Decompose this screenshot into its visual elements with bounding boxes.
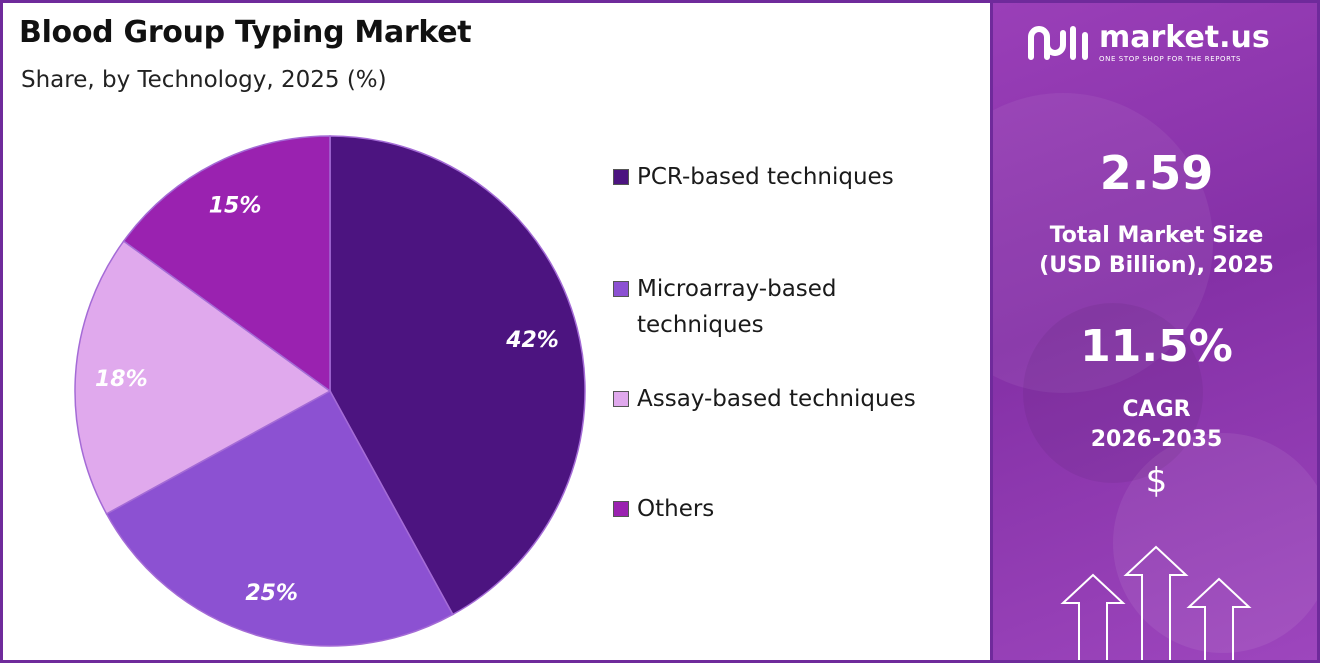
pie-data-label-assay: 18% — [95, 367, 148, 392]
brand-name: market.us — [1099, 20, 1270, 55]
pie-slice-assay — [74, 240, 332, 515]
legend-label-assay: Assay-based techniques — [637, 386, 916, 412]
pie-slice-microarray — [105, 389, 454, 647]
market-size-label-line-2: (USD Billion), 2025 — [1039, 253, 1274, 278]
pie-data-label-microarray: 25% — [245, 581, 298, 606]
legend-label-microarray: Microarray-based techniques — [637, 276, 837, 338]
pie-chart: 42% 25% 18% 15% — [74, 135, 586, 647]
legend-swatch-pcr — [613, 169, 629, 185]
legend-label-others: Others — [637, 496, 715, 522]
market-us-logo-icon — [1028, 26, 1088, 60]
cagr-value: 11.5% — [1080, 321, 1233, 372]
legend-item-others: Others — [613, 495, 977, 527]
pie-data-label-pcr: 42% — [505, 328, 559, 353]
legend-swatch-assay — [613, 391, 629, 407]
up-arrow-icon — [1186, 577, 1252, 660]
legend-swatch-microarray — [613, 281, 629, 297]
legend-swatch-others — [613, 501, 629, 517]
brand-logo: market.us ONE STOP SHOP FOR THE REPORTS — [1027, 23, 1270, 63]
cagr-label-line-2: 2026-2035 — [1090, 427, 1223, 452]
legend-item-assay: Assay-based techniques — [613, 385, 977, 417]
chart-title: Blood Group Typing Market — [19, 15, 472, 50]
legend-item-microarray: Microarray-based techniques — [613, 275, 897, 343]
pie-slice-pcr — [329, 135, 586, 616]
currency-symbol: $ — [1145, 461, 1168, 501]
cagr-label-line-1: CAGR — [1122, 397, 1191, 422]
chart-panel: Blood Group Typing Market Share, by Tech… — [3, 3, 990, 660]
legend-label-pcr: PCR-based techniques — [637, 164, 894, 190]
growth-arrows — [1060, 545, 1252, 660]
pie-data-label-others: 15% — [209, 194, 262, 219]
up-arrow-icon — [1123, 545, 1189, 660]
legend-item-pcr: PCR-based techniques — [613, 163, 977, 195]
up-arrow-icon — [1060, 573, 1126, 660]
background-blob — [1113, 433, 1317, 653]
market-size-value: 2.59 — [1099, 146, 1214, 200]
summary-sidebar: market.us ONE STOP SHOP FOR THE REPORTS … — [990, 3, 1317, 660]
market-size-label-line-1: Total Market Size — [1049, 223, 1264, 248]
pie-slice-others — [122, 135, 331, 393]
chart-subtitle: Share, by Technology, 2025 (%) — [21, 67, 387, 93]
brand-tagline: ONE STOP SHOP FOR THE REPORTS — [1099, 55, 1242, 63]
background-blob — [1023, 303, 1203, 483]
